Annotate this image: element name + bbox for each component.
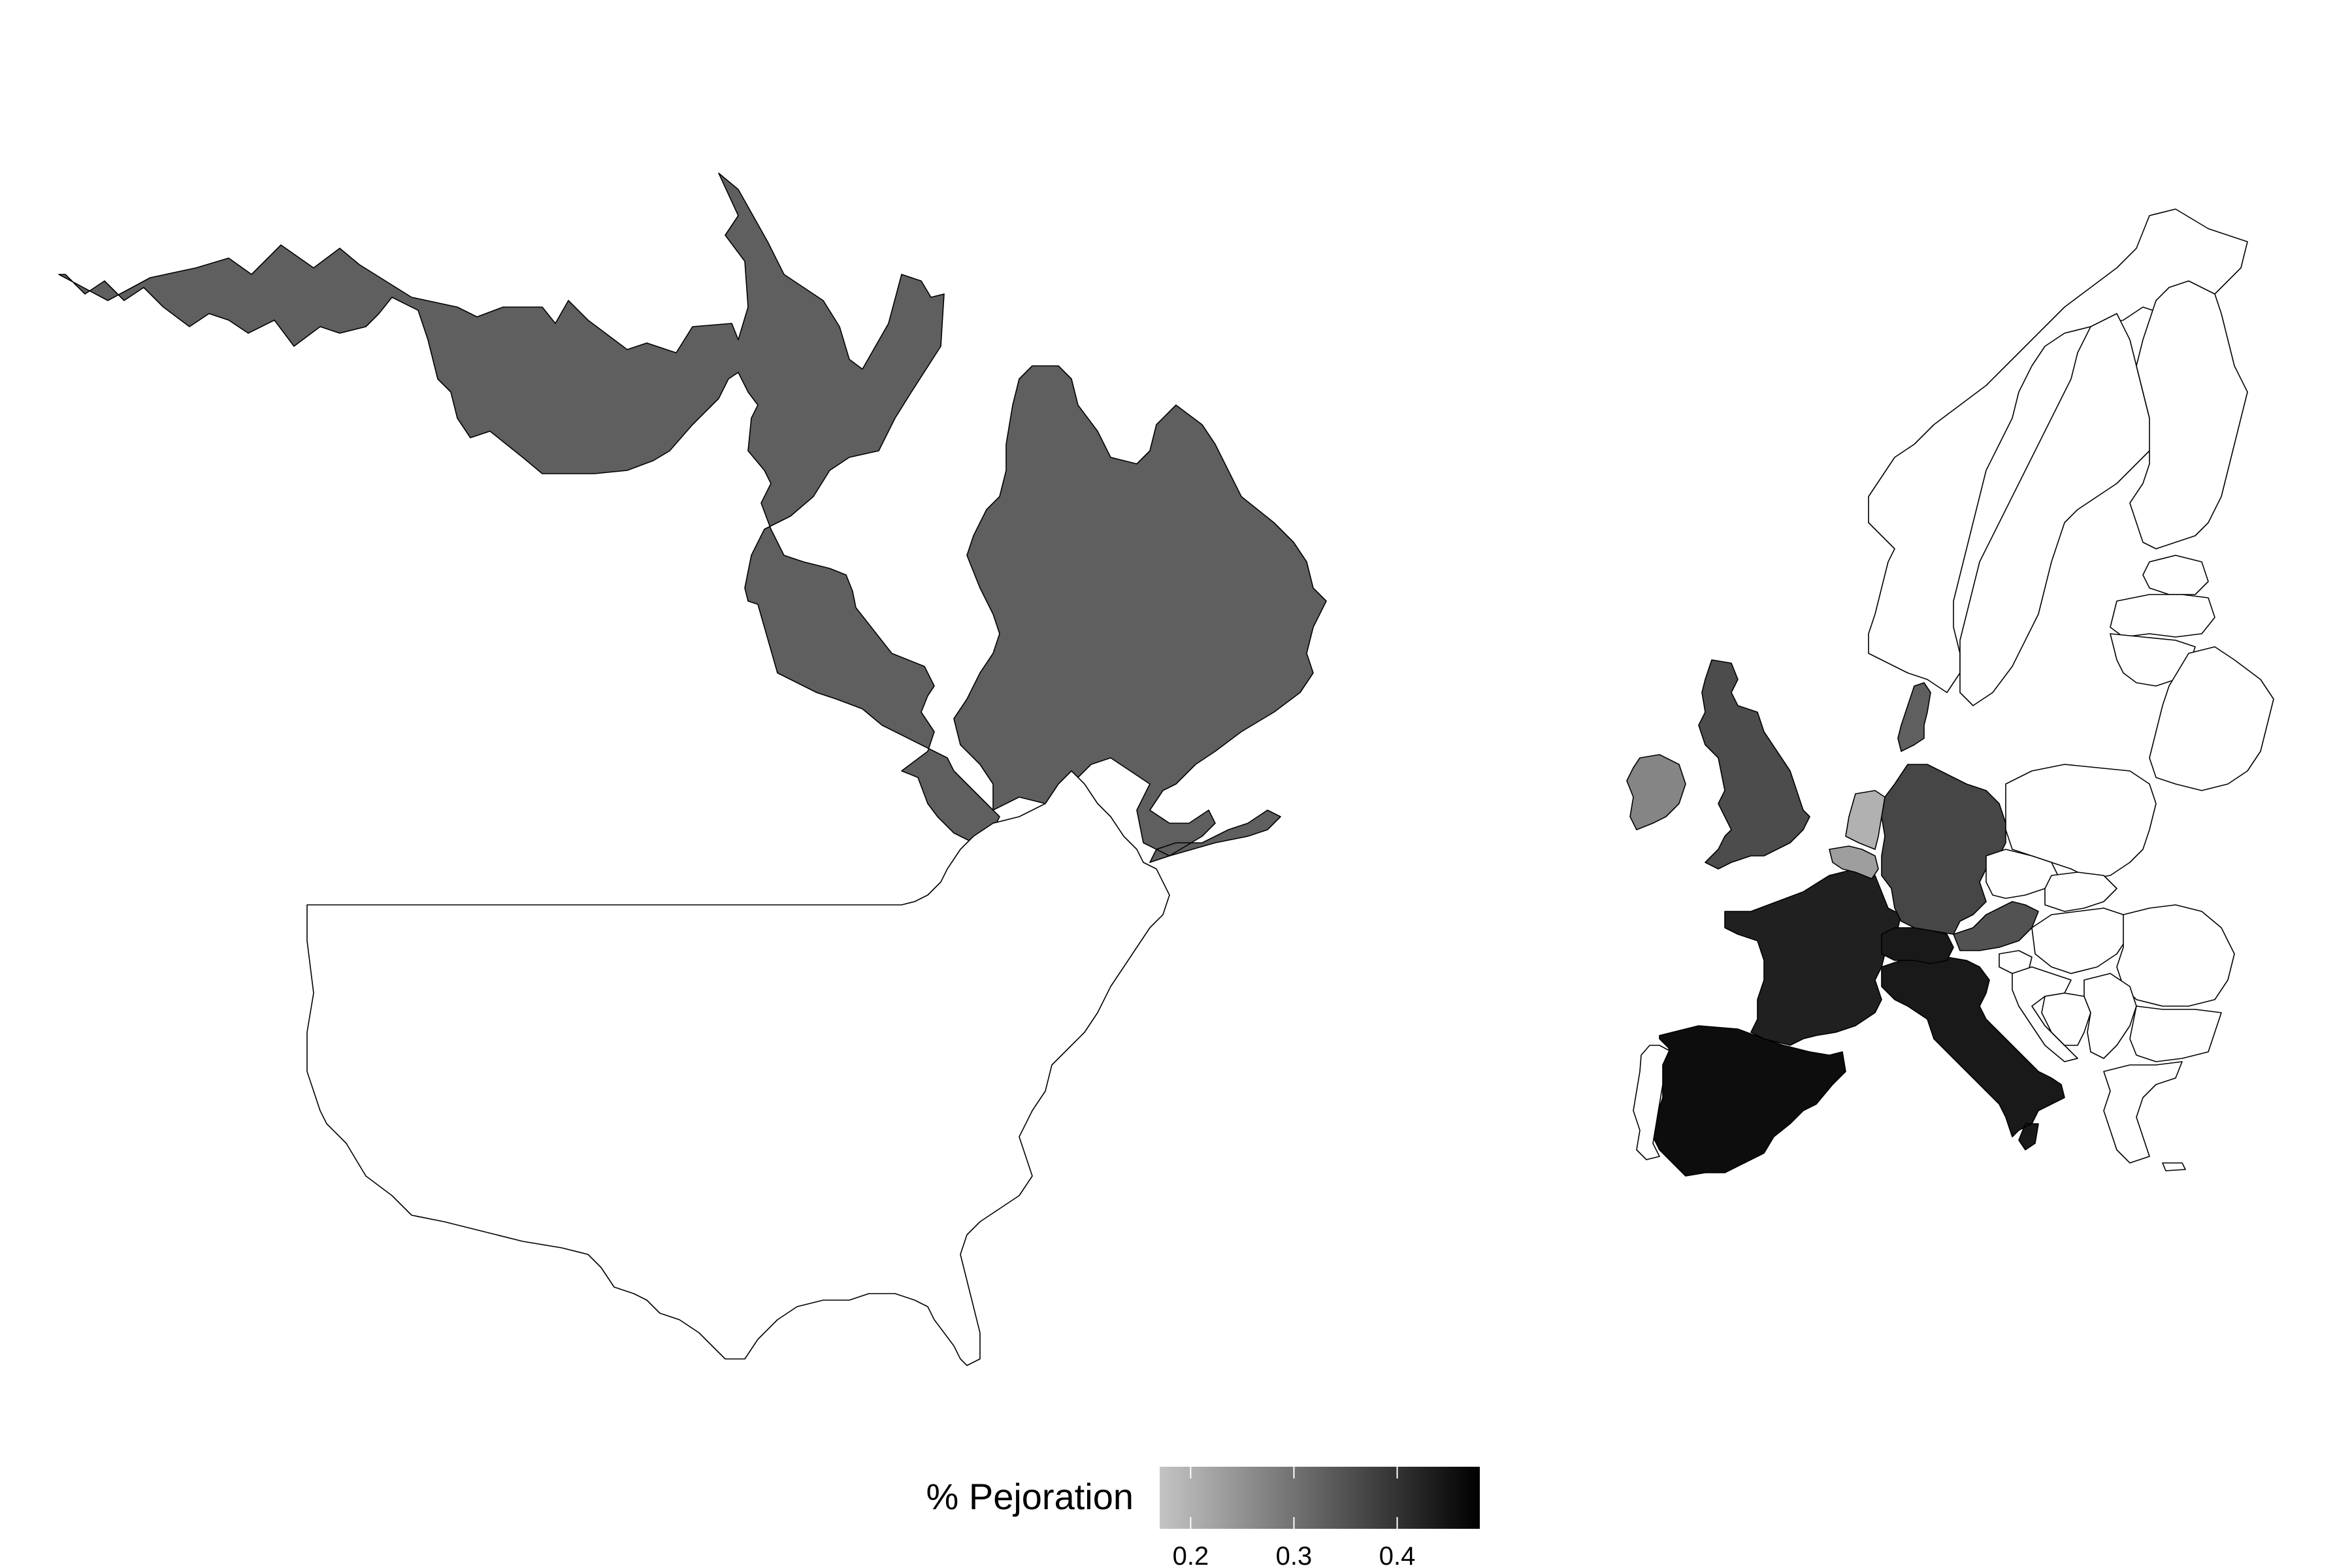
region-united-states [306,770,1170,1366]
region-lithuania [2110,633,2196,687]
region-norway [1868,208,2248,693]
europe-panel [1626,208,2274,1177]
region-finland [2129,280,2248,549]
region-italy [1881,953,2065,1151]
legend: % Pejoration 0.2 0.3 0.4 [926,1467,1480,1568]
region-romania [2116,904,2235,1007]
region-spain [1652,1025,1846,1177]
legend-tick-label: 0.2 [1173,1542,1209,1568]
north-america-panel [58,172,1327,1366]
region-france [1724,868,1902,1046]
region-hungary [2031,907,2131,974]
region-greece [2103,1061,2186,1171]
region-netherlands [1845,790,1886,850]
legend-title: % Pejoration [926,1476,1134,1517]
legend-colorbar [1160,1467,1480,1529]
region-latvia [2110,594,2215,638]
region-belarus [2149,646,2274,791]
region-bosnia-and-herzegovina [2041,992,2091,1046]
region-austria [1953,901,2039,951]
region-estonia [2142,555,2209,595]
region-ireland [1626,754,1686,830]
region-germany [1881,764,2006,935]
region-slovakia [2044,872,2117,912]
region-portugal [1633,1045,1670,1160]
region-united-kingdom [1698,659,1810,870]
region-serbia [2083,973,2137,1059]
region-canada [58,172,1327,863]
legend-tick-label: 0.4 [1379,1542,1416,1568]
region-belgium [1829,845,1879,879]
region-poland [2005,764,2157,879]
legend-tick-label: 0.3 [1276,1542,1313,1568]
region-denmark [1897,682,1931,752]
region-switzerland [1881,927,1954,964]
region-bulgaria [2129,1005,2222,1062]
legend-ticks: 0.2 0.3 0.4 [1173,1467,1416,1568]
